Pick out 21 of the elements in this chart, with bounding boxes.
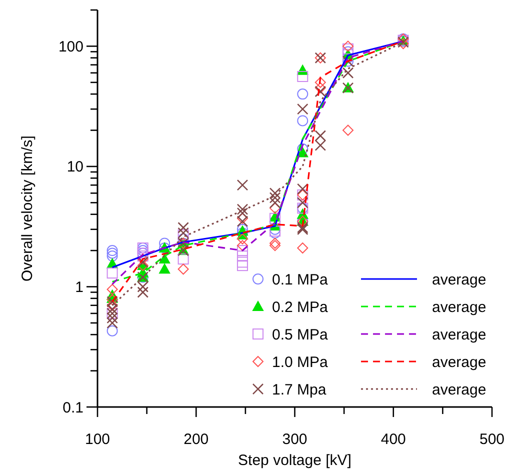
y-tick-label: 1 [75,278,84,296]
legend-label: 1.0 MPa [272,354,329,371]
x-tick-label: 100 [84,431,110,448]
legend-label: 0.2 MPa [272,298,329,316]
legend-label: 0.5 MPa [272,326,329,344]
legend-label: average [432,381,486,398]
legend-label: average [432,354,486,371]
x-tick-label: 500 [479,431,505,448]
legend-label: average [432,298,486,316]
x-tick-label: 200 [184,431,209,448]
legend-label: average [432,271,486,288]
x-tick-label: 300 [282,431,308,448]
x-tick-label: 400 [380,431,406,448]
legend-label: 0.1 MPa [272,271,329,288]
legend-label: 1.7 Mpa [272,381,327,398]
y-axis-title: Overall velocity [km/s] [19,136,36,282]
x-axis-title: Step voltage [kV] [238,452,352,469]
y-tick-label: 100 [58,38,84,56]
y-tick-label: 0.1 [62,399,84,416]
y-tick-label: 10 [66,158,84,176]
legend-label: average [432,326,486,344]
